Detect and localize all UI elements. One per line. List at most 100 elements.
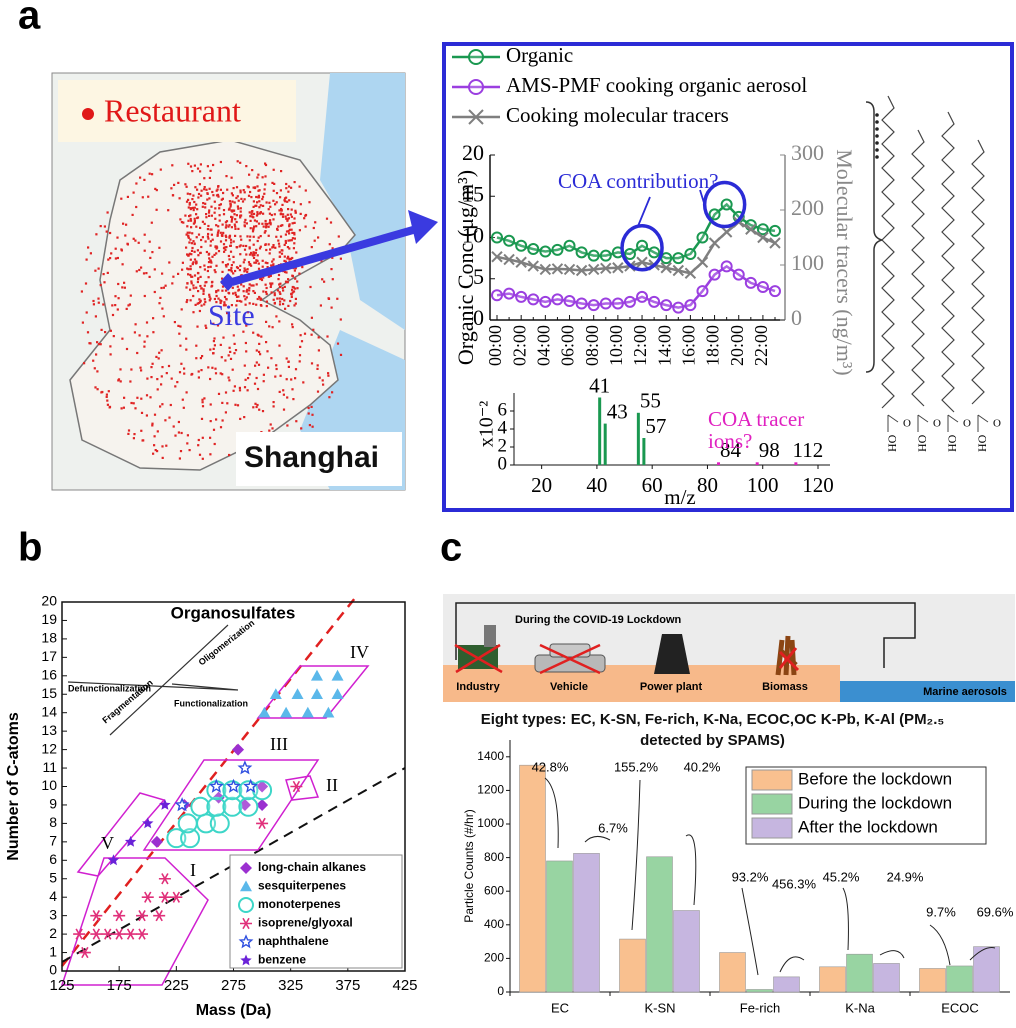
map-dot	[177, 181, 180, 184]
map-dot	[172, 275, 175, 278]
map-dot	[206, 235, 209, 238]
map-dot	[236, 299, 239, 302]
map-dot	[200, 238, 203, 242]
map-dot	[325, 217, 329, 220]
map-dot	[94, 386, 97, 389]
map-dot	[299, 203, 302, 206]
map-dot	[270, 264, 273, 267]
x-tick-label: K-SN	[644, 1000, 675, 1015]
structure-label: O	[963, 418, 971, 430]
map-dot	[230, 215, 233, 218]
map-dot	[196, 208, 199, 211]
ellipsis-dot	[875, 134, 879, 138]
map-dot	[201, 355, 204, 358]
map-dot	[221, 261, 224, 264]
map-dot	[291, 285, 294, 289]
change-arrow	[969, 947, 996, 961]
map-dot	[291, 237, 294, 240]
map-dot	[171, 282, 174, 285]
map-dot	[331, 256, 334, 259]
bar	[719, 952, 746, 993]
map-dot	[261, 176, 264, 179]
legend-label: After the lockdown	[798, 817, 938, 836]
map-dot	[152, 331, 155, 334]
map-dot	[203, 397, 206, 400]
map-dot	[257, 236, 260, 239]
y-tick-label: 1200	[477, 783, 504, 797]
map-dot	[225, 235, 228, 239]
map-dot	[224, 264, 228, 267]
map-dot	[294, 368, 298, 371]
map-dot	[235, 220, 238, 224]
y-tick-label: 7	[49, 833, 57, 849]
region-outline	[285, 775, 320, 801]
map-dot	[141, 196, 144, 199]
y-tick-label: 2	[49, 925, 57, 941]
map-dot	[278, 291, 281, 294]
map-dot	[145, 394, 149, 397]
carbon-chain	[911, 129, 925, 407]
map-dot	[199, 301, 202, 304]
map-dot	[327, 372, 330, 375]
map-dot	[221, 289, 224, 292]
map-dot	[256, 297, 259, 301]
map-dot	[200, 194, 203, 197]
map-dot	[307, 412, 310, 415]
map-dot	[183, 367, 186, 370]
annotation-arrow	[637, 189, 706, 227]
map-dot	[102, 303, 105, 306]
map-dot	[222, 336, 225, 339]
map-dot	[214, 217, 217, 220]
map-dot	[186, 299, 189, 302]
map-dot	[268, 429, 271, 432]
x-tick-label: 12:00	[630, 325, 650, 366]
point	[256, 780, 269, 793]
map-dot	[203, 264, 206, 267]
map-dot	[147, 195, 150, 198]
map-dot	[204, 206, 207, 209]
map-dot	[186, 434, 189, 437]
map-dot	[172, 425, 175, 428]
map-dot	[254, 364, 257, 367]
map-dot	[287, 365, 290, 368]
y-tick-label: 18	[41, 630, 57, 646]
x-tick-label: 00:00	[485, 325, 505, 366]
map-dot	[278, 344, 281, 347]
map-dot	[262, 212, 265, 215]
map-dot	[230, 270, 233, 273]
process-arrows	[67, 624, 239, 736]
map-dot	[282, 393, 285, 396]
map-dot	[272, 401, 275, 404]
change-label: 40.2%	[684, 759, 721, 774]
highlight	[620, 224, 664, 272]
map-dot	[287, 217, 290, 220]
map-dot	[137, 241, 140, 244]
map-dot	[255, 220, 258, 223]
map-dot	[262, 204, 265, 207]
map-dot	[236, 195, 239, 198]
y-tick-label: 20	[41, 593, 57, 609]
map-dot	[185, 300, 188, 304]
panel-a-box	[442, 42, 1014, 512]
change-arrow	[685, 834, 697, 906]
map-dot	[245, 253, 248, 256]
map-dot	[81, 321, 84, 324]
map-dot	[221, 270, 224, 273]
map-dot	[110, 252, 113, 255]
map-dot	[209, 244, 212, 247]
map-dot	[310, 405, 313, 408]
map-dot	[277, 242, 281, 245]
map-dot	[190, 253, 193, 256]
map-dot	[164, 419, 167, 422]
map-dot	[189, 214, 192, 217]
map-dot	[256, 333, 259, 336]
map-dot	[136, 351, 139, 355]
map-dot	[229, 350, 232, 353]
map-dot	[239, 417, 242, 420]
change-label: 45.2%	[823, 869, 860, 884]
map-dot	[282, 213, 285, 216]
map-dot	[272, 244, 275, 247]
map-water	[320, 73, 405, 330]
map-dot	[218, 204, 221, 207]
point	[243, 778, 259, 793]
